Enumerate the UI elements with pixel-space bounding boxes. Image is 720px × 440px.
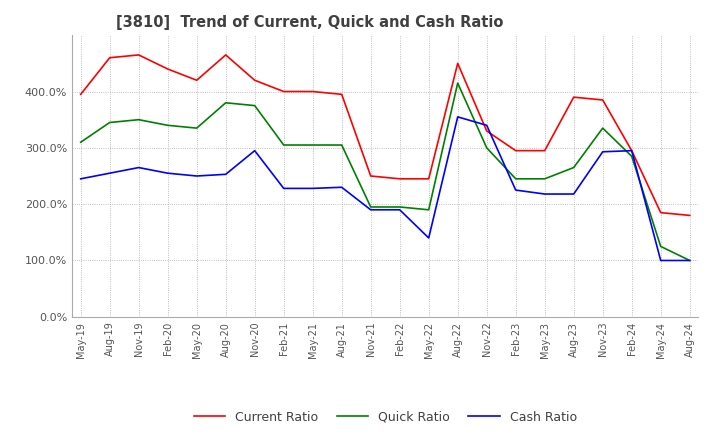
Cash Ratio (482, 123, 491, 128)
Quick Ratio (192, 125, 201, 131)
Line: Cash Ratio: Cash Ratio (81, 117, 690, 260)
Quick Ratio (541, 176, 549, 181)
Cash Ratio (685, 258, 694, 263)
Quick Ratio (685, 258, 694, 263)
Quick Ratio (598, 125, 607, 131)
Cash Ratio (308, 186, 317, 191)
Quick Ratio (627, 154, 636, 159)
Cash Ratio (570, 191, 578, 197)
Current Ratio (395, 176, 404, 181)
Quick Ratio (338, 143, 346, 148)
Current Ratio (366, 173, 375, 179)
Quick Ratio (221, 100, 230, 106)
Current Ratio (105, 55, 114, 60)
Quick Ratio (454, 81, 462, 86)
Cash Ratio (338, 185, 346, 190)
Quick Ratio (135, 117, 143, 122)
Current Ratio (454, 61, 462, 66)
Cash Ratio (192, 173, 201, 179)
Quick Ratio (482, 145, 491, 150)
Quick Ratio (657, 244, 665, 249)
Cash Ratio (627, 148, 636, 153)
Cash Ratio (424, 235, 433, 241)
Legend: Current Ratio, Quick Ratio, Cash Ratio: Current Ratio, Quick Ratio, Cash Ratio (189, 406, 582, 429)
Current Ratio (135, 52, 143, 58)
Text: [3810]  Trend of Current, Quick and Cash Ratio: [3810] Trend of Current, Quick and Cash … (116, 15, 503, 30)
Line: Quick Ratio: Quick Ratio (81, 83, 690, 260)
Cash Ratio (395, 207, 404, 213)
Current Ratio (627, 148, 636, 153)
Line: Current Ratio: Current Ratio (81, 55, 690, 216)
Quick Ratio (511, 176, 520, 181)
Quick Ratio (395, 204, 404, 209)
Current Ratio (76, 92, 85, 97)
Current Ratio (685, 213, 694, 218)
Current Ratio (424, 176, 433, 181)
Cash Ratio (279, 186, 288, 191)
Quick Ratio (279, 143, 288, 148)
Current Ratio (192, 77, 201, 83)
Current Ratio (511, 148, 520, 153)
Cash Ratio (221, 172, 230, 177)
Current Ratio (482, 128, 491, 134)
Quick Ratio (366, 204, 375, 209)
Cash Ratio (251, 148, 259, 153)
Cash Ratio (657, 258, 665, 263)
Quick Ratio (308, 143, 317, 148)
Current Ratio (541, 148, 549, 153)
Current Ratio (163, 66, 172, 72)
Cash Ratio (511, 187, 520, 193)
Current Ratio (221, 52, 230, 58)
Current Ratio (251, 77, 259, 83)
Cash Ratio (76, 176, 85, 181)
Quick Ratio (570, 165, 578, 170)
Quick Ratio (76, 139, 85, 145)
Cash Ratio (598, 149, 607, 154)
Current Ratio (570, 95, 578, 100)
Cash Ratio (541, 191, 549, 197)
Cash Ratio (135, 165, 143, 170)
Cash Ratio (105, 171, 114, 176)
Current Ratio (308, 89, 317, 94)
Quick Ratio (424, 207, 433, 213)
Quick Ratio (163, 123, 172, 128)
Cash Ratio (454, 114, 462, 120)
Current Ratio (657, 210, 665, 215)
Cash Ratio (366, 207, 375, 213)
Current Ratio (598, 97, 607, 103)
Cash Ratio (163, 171, 172, 176)
Current Ratio (338, 92, 346, 97)
Current Ratio (279, 89, 288, 94)
Quick Ratio (251, 103, 259, 108)
Quick Ratio (105, 120, 114, 125)
